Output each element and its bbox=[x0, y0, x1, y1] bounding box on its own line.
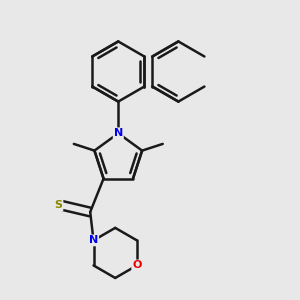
Text: N: N bbox=[114, 128, 123, 138]
Text: S: S bbox=[55, 200, 62, 210]
Text: O: O bbox=[132, 260, 142, 270]
Text: N: N bbox=[89, 236, 98, 245]
